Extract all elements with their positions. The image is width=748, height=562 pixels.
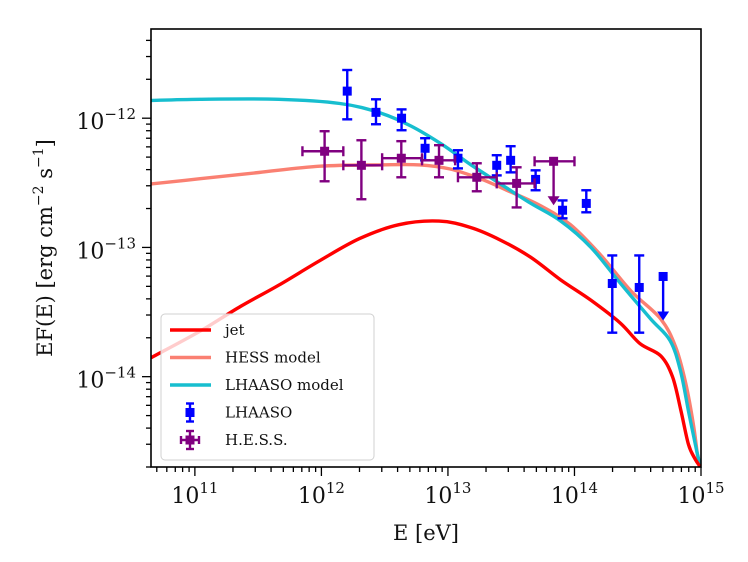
- lhaaso-data-point: [452, 149, 463, 170]
- square-marker: [434, 155, 444, 165]
- legend-item: LHAASO model: [170, 376, 344, 394]
- legend: jet HESS model LHAASO model LHAASO H.E.S.S.: [160, 313, 375, 461]
- square-marker: [185, 435, 195, 445]
- lhaaso-data-point: [657, 271, 670, 321]
- square-marker: [549, 156, 559, 166]
- square-marker: [512, 178, 522, 188]
- x-tick-label: 1014: [551, 479, 598, 509]
- hess-data-point: [301, 130, 345, 183]
- y-tick-label: 10−12: [76, 105, 136, 135]
- square-marker: [558, 205, 568, 215]
- y-tick-label: 10−13: [76, 234, 136, 264]
- square-marker: [658, 271, 668, 281]
- upper-limit-arrow-icon: [657, 311, 670, 321]
- upper-limit-arrow-icon: [547, 196, 560, 206]
- square-marker: [371, 107, 381, 117]
- lhaaso-data-point: [634, 254, 645, 334]
- x-tick-label: 1013: [424, 479, 471, 509]
- model-curves: [151, 97, 701, 467]
- hess-data-point: [533, 156, 576, 206]
- legend-label: LHAASO model: [225, 376, 344, 394]
- square-marker: [320, 146, 330, 156]
- square-marker: [506, 155, 516, 165]
- square-marker: [472, 172, 482, 182]
- x-tick-label: 1012: [298, 479, 345, 509]
- lhaaso-data-point: [607, 254, 618, 334]
- legend-label: LHAASO: [225, 404, 292, 422]
- legend-item: H.E.S.S.: [179, 429, 288, 451]
- square-marker: [420, 143, 430, 153]
- legend-item: LHAASO: [185, 402, 292, 423]
- y-axis-label: EF(E) [erg cm−2 s−1]: [31, 139, 57, 357]
- lhaaso-data-point: [370, 98, 381, 126]
- legend-item: jet: [170, 321, 245, 339]
- lhaaso-data-point: [557, 199, 568, 220]
- square-marker: [342, 86, 352, 96]
- legend-label: H.E.S.S.: [225, 431, 288, 449]
- square-marker: [397, 113, 407, 123]
- data-points: [301, 68, 670, 334]
- lhaaso-model-curve: [151, 97, 701, 467]
- lhaaso-data-point: [505, 145, 516, 174]
- legend-label: HESS model: [225, 349, 321, 367]
- tick-labels: 1011 1012 1013 1014 1015 10−12 10−13 10−14: [76, 105, 724, 509]
- hess-data-point: [495, 166, 536, 209]
- hess-data-point: [380, 139, 424, 179]
- square-marker: [356, 160, 366, 170]
- square-marker: [634, 282, 644, 292]
- square-marker: [492, 160, 502, 170]
- y-tick-label: 10−14: [76, 364, 136, 394]
- jet-curve: [151, 219, 701, 467]
- lhaaso-data-point: [581, 189, 592, 214]
- hess-data-point: [456, 162, 498, 193]
- x-tick-label: 1011: [171, 479, 218, 509]
- lhaaso-data-point: [342, 68, 353, 121]
- lhaaso-data-point: [396, 108, 407, 132]
- square-marker: [581, 198, 591, 208]
- square-marker: [396, 153, 406, 163]
- square-marker: [185, 408, 195, 417]
- square-marker: [607, 278, 617, 288]
- hess-data-point: [420, 144, 457, 179]
- axis-ticks: [142, 39, 702, 476]
- x-tick-label: 1015: [677, 479, 724, 509]
- x-axis-label: E [eV]: [393, 521, 459, 545]
- legend-item: HESS model: [170, 349, 321, 367]
- legend-box: [160, 313, 375, 461]
- hess-data-point: [342, 139, 384, 201]
- square-marker: [453, 153, 463, 163]
- legend-label: jet: [223, 321, 245, 339]
